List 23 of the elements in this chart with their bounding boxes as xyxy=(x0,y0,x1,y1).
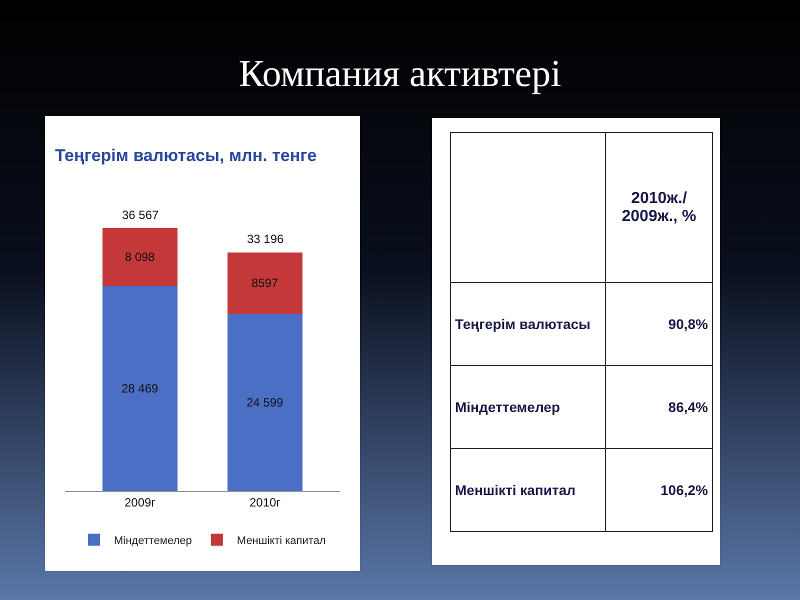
bar xyxy=(102,228,178,286)
text: 2010ж./ 2009ж., % xyxy=(606,132,712,282)
total-label: 36 567 xyxy=(122,208,160,222)
total-label: 33 196 xyxy=(247,232,284,246)
x-tick-label: 2009г xyxy=(124,495,156,510)
data-label: 28 469 xyxy=(121,382,159,396)
x-tick-label: 2010г xyxy=(249,495,282,510)
legend-label: Меншікті капитал xyxy=(236,534,326,547)
chart-subtitle: Теңгерім валютасы, млн. тенге xyxy=(55,146,317,166)
bar xyxy=(102,286,178,491)
data-label: 8 098 xyxy=(124,250,156,264)
data-label: 8597 xyxy=(251,276,279,290)
legend-label: Міндеттемелер xyxy=(114,534,192,547)
category-label: Теңгерім валютасы xyxy=(450,282,606,366)
category-label: Меншікті капитал xyxy=(450,448,606,532)
text: 106,2% xyxy=(660,482,708,498)
text: 90,8% xyxy=(668,316,708,332)
chart-title: Компания активтері xyxy=(238,52,562,96)
category-label: Міндеттемелер xyxy=(450,366,606,448)
bar xyxy=(228,252,302,314)
bar xyxy=(228,314,302,491)
text: 86,4% xyxy=(668,399,708,415)
data-label: 24 599 xyxy=(246,396,284,410)
